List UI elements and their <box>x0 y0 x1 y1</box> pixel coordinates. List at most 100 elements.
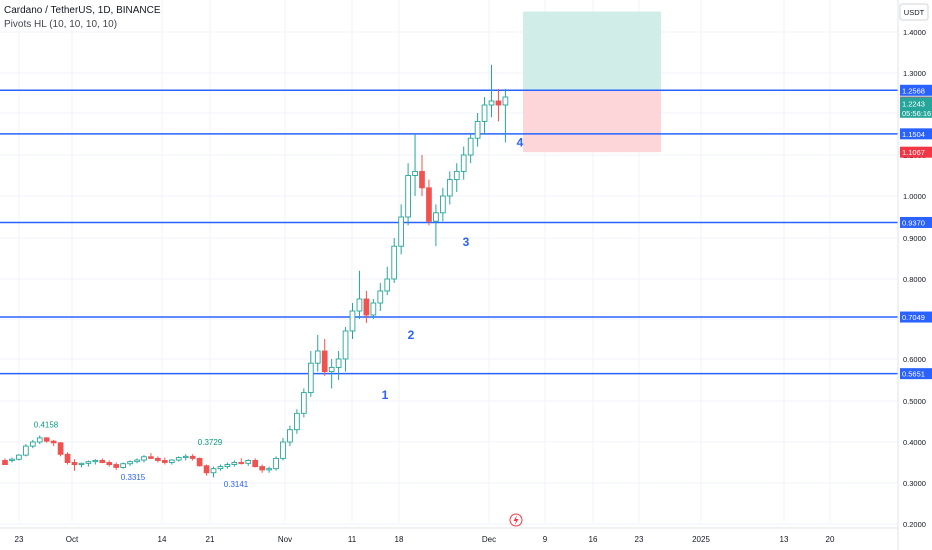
wave-label: 2 <box>408 328 415 342</box>
candle-body <box>259 466 266 471</box>
wave-label: 3 <box>463 235 470 249</box>
candle-body <box>43 437 50 442</box>
candle-body <box>405 175 411 218</box>
time-label: 21 <box>206 535 215 544</box>
candle-body <box>301 392 307 414</box>
indicator-legend[interactable]: Pivots HL (10, 10, 10, 10) <box>4 19 118 30</box>
candle-body <box>488 100 495 106</box>
candle-body <box>342 330 349 360</box>
candle-body <box>29 441 36 447</box>
candle-body <box>440 195 446 214</box>
candle-body <box>182 455 189 459</box>
pivot-label: 0.4158 <box>34 421 59 430</box>
candle-body <box>99 460 106 463</box>
candle-body <box>474 120 481 139</box>
level-price-label-text: 1.1504 <box>902 130 925 139</box>
price-tick: 0.5000 <box>903 397 926 406</box>
candle-body <box>252 460 259 468</box>
level-price-label-text: 0.5651 <box>902 370 925 379</box>
candle-body <box>16 454 22 460</box>
candle-body <box>294 412 300 431</box>
candle-body <box>196 457 203 467</box>
time-label: 23 <box>15 535 24 544</box>
candle-body <box>453 170 460 181</box>
candle-body <box>78 462 85 466</box>
candle-body <box>127 461 133 465</box>
candle-body <box>370 302 377 316</box>
price-tick: 1.0000 <box>903 192 926 201</box>
target-zone <box>523 11 661 91</box>
candle-body <box>50 440 57 444</box>
candle-body <box>148 456 154 459</box>
level-price-label <box>900 216 932 228</box>
candle-body <box>71 462 78 465</box>
candle-body <box>113 464 120 468</box>
candle-body <box>377 290 384 304</box>
candle-body <box>168 459 175 463</box>
candle-body <box>155 457 161 461</box>
candle-body <box>217 466 224 470</box>
currency-label: USDT <box>904 8 925 17</box>
candle-body <box>134 459 140 463</box>
price-tick: 1.3000 <box>903 69 926 78</box>
time-axis: 23 Oct 14 21 Nov 11 18 Dec 9 16 23 2025 13 20 <box>0 513 898 544</box>
level-price-label <box>900 368 932 380</box>
price-tick: 0.6000 <box>903 355 926 364</box>
candle-body <box>231 462 238 465</box>
time-label: Oct <box>66 535 79 544</box>
candle-body <box>23 445 29 456</box>
time-label: 14 <box>158 535 167 544</box>
candle-body <box>314 350 321 364</box>
candle-body <box>384 278 391 292</box>
time-label: 9 <box>543 535 548 544</box>
candle-body <box>106 462 113 465</box>
candle-body <box>433 212 439 222</box>
candle-body <box>481 104 488 122</box>
candle-body <box>307 362 314 394</box>
currency-box <box>899 3 929 21</box>
time-label: 23 <box>635 535 644 544</box>
candle-body <box>280 441 286 459</box>
chart-title: Cardano / TetherUS, 1D, BINANCE <box>4 5 161 16</box>
candle-body <box>245 460 252 464</box>
pivot-label: 0.3315 <box>121 473 146 482</box>
wave-label: 4 <box>517 136 524 150</box>
price-tick: 0.2000 <box>903 520 926 529</box>
level-price-label-text: 0.7049 <box>902 313 925 322</box>
candle-body <box>9 458 15 461</box>
candle-body <box>85 461 92 464</box>
candle-body <box>92 460 99 463</box>
candle-body <box>175 457 182 461</box>
price-tick: 0.3000 <box>903 479 926 488</box>
candle-body <box>189 455 196 459</box>
candle-body <box>349 310 356 332</box>
stop-price-label-text: 1.1067 <box>902 148 925 157</box>
time-label: 16 <box>589 535 598 544</box>
time-label: 2025 <box>692 535 710 544</box>
time-label: Nov <box>278 535 292 544</box>
candle-body <box>238 462 245 464</box>
level-price-label-text: 1.2568 <box>902 86 925 95</box>
stop-zone <box>523 90 661 153</box>
time-label: 20 <box>826 535 835 544</box>
candle-body <box>502 96 509 106</box>
candle-body <box>2 460 8 466</box>
time-label: 18 <box>395 535 404 544</box>
stop-price-label <box>900 146 932 158</box>
time-label: 13 <box>780 535 789 544</box>
candle-body <box>446 179 453 197</box>
candle-body <box>64 453 71 463</box>
candle-body <box>321 350 328 373</box>
time-label: Dec <box>482 535 496 544</box>
wave-labels: 1 2 3 4 <box>382 136 524 402</box>
candle-body <box>398 216 405 247</box>
candle-body <box>273 457 279 470</box>
candle-body <box>57 442 64 455</box>
candlestick-series <box>2 64 509 478</box>
time-label: 11 <box>348 535 357 544</box>
level-price-label-text: 0.9370 <box>902 218 925 227</box>
chart-grid <box>0 0 898 525</box>
price-tick: 0.9000 <box>903 234 926 243</box>
pivot-label: 0.3141 <box>224 480 249 489</box>
